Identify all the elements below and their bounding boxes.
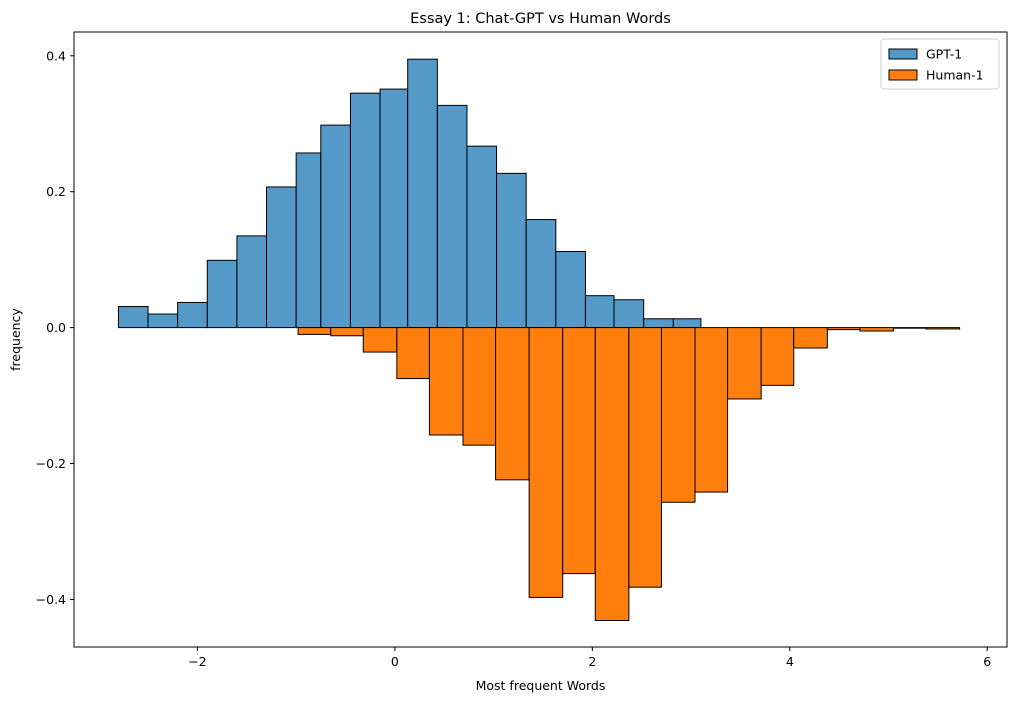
bar-gpt-1-5 [266,186,297,329]
bar-human-1-17 [859,327,894,332]
bar-gpt-1-16 [584,295,615,329]
bar-gpt-1-19 [672,318,702,329]
y-axis-label: frequency [8,308,23,371]
bar-gpt-1-0 [117,306,149,329]
legend: GPT-1 Human-1 [880,38,1000,90]
bar-gpt-1-15 [555,250,586,329]
bar-gpt-1-11 [436,104,468,329]
bar-human-1-14 [760,327,795,386]
bar-gpt-1-7 [320,124,351,329]
bar-human-1-9 [594,327,630,621]
bar-gpt-1-2 [177,301,208,329]
legend-label-gpt-1: GPT-1 [926,47,962,62]
legend-swatch-human-1 [888,69,918,81]
bar-human-1-12 [694,327,729,493]
bar-gpt-1-8 [349,92,381,329]
bars-layer [117,58,961,621]
bar-human-1-11 [660,327,696,503]
bar-human-1-4 [428,327,464,436]
bar-gpt-1-18 [643,318,674,329]
bar-human-1-8 [562,327,596,575]
bar-gpt-1-10 [407,58,438,329]
y-axis-ticks: −0.4 −0.2 0.0 0.2 0.4 [36,48,74,607]
bar-gpt-1-17 [613,299,645,329]
bar-human-1-13 [727,327,762,400]
y-tick-label: 0.0 [46,320,66,335]
bar-human-1-7 [528,327,564,598]
bar-gpt-1-14 [525,219,557,329]
bar-gpt-1-3 [206,259,238,329]
bar-gpt-1-6 [295,152,322,329]
bar-human-1-19 [925,327,961,330]
y-tick-label: −0.2 [36,456,66,471]
bar-human-1-2 [362,327,398,353]
legend-label-human-1: Human-1 [926,68,984,83]
bar-human-1-5 [462,327,497,446]
bar-human-1-3 [396,327,430,380]
bar-human-1-6 [495,327,530,481]
legend-swatch-gpt-1 [888,48,918,60]
x-tick-label: 0 [391,654,399,669]
bar-human-1-1 [330,327,364,337]
bar-human-1-10 [628,327,662,588]
bar-human-1-16 [826,327,861,331]
x-tick-label: 2 [588,654,596,669]
plot-frame [73,31,1008,648]
bar-human-1-15 [793,327,828,349]
bar-gpt-1-9 [379,88,409,329]
bar-gpt-1-12 [466,145,498,329]
y-tick-label: −0.4 [36,592,66,607]
y-tick-label: 0.2 [46,184,66,199]
x-axis-label: Most frequent Words [476,678,606,693]
chart-title: Essay 1: Chat-GPT vs Human Words [410,11,671,27]
bar-gpt-1-1 [147,313,179,329]
y-tick-label: 0.4 [46,48,66,63]
bar-gpt-1-4 [236,235,268,329]
bar-human-1-0 [297,327,332,335]
x-tick-label: 6 [983,654,991,669]
x-tick-label: −2 [188,654,206,669]
bar-human-1-18 [892,327,927,329]
x-axis-ticks: −2 0 2 4 6 [188,647,991,669]
bar-gpt-1-13 [496,172,527,329]
x-tick-label: 4 [786,654,794,669]
